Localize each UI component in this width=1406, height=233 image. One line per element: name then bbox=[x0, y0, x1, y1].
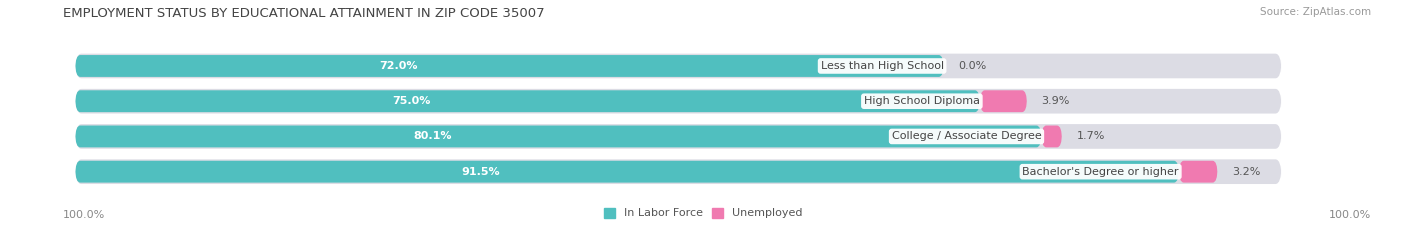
Text: 72.0%: 72.0% bbox=[380, 61, 418, 71]
FancyBboxPatch shape bbox=[1178, 161, 1218, 183]
FancyBboxPatch shape bbox=[980, 90, 1026, 112]
Text: Bachelor's Degree or higher: Bachelor's Degree or higher bbox=[1022, 167, 1178, 177]
Text: 100.0%: 100.0% bbox=[1329, 210, 1371, 220]
Text: 0.0%: 0.0% bbox=[957, 61, 987, 71]
Text: Less than High School: Less than High School bbox=[821, 61, 943, 71]
Text: College / Associate Degree: College / Associate Degree bbox=[891, 131, 1042, 141]
Text: 3.2%: 3.2% bbox=[1232, 167, 1260, 177]
Text: 3.9%: 3.9% bbox=[1042, 96, 1070, 106]
Text: Source: ZipAtlas.com: Source: ZipAtlas.com bbox=[1260, 7, 1371, 17]
FancyBboxPatch shape bbox=[76, 54, 1281, 78]
Text: 91.5%: 91.5% bbox=[461, 167, 501, 177]
Text: 80.1%: 80.1% bbox=[413, 131, 451, 141]
FancyBboxPatch shape bbox=[76, 89, 1281, 113]
Text: EMPLOYMENT STATUS BY EDUCATIONAL ATTAINMENT IN ZIP CODE 35007: EMPLOYMENT STATUS BY EDUCATIONAL ATTAINM… bbox=[63, 7, 546, 20]
FancyBboxPatch shape bbox=[76, 124, 1281, 149]
Text: 1.7%: 1.7% bbox=[1077, 131, 1105, 141]
FancyBboxPatch shape bbox=[76, 161, 1178, 183]
FancyBboxPatch shape bbox=[76, 126, 1042, 147]
Text: 100.0%: 100.0% bbox=[63, 210, 105, 220]
Text: 75.0%: 75.0% bbox=[392, 96, 430, 106]
FancyBboxPatch shape bbox=[1042, 126, 1062, 147]
FancyBboxPatch shape bbox=[76, 55, 943, 77]
FancyBboxPatch shape bbox=[76, 90, 980, 112]
FancyBboxPatch shape bbox=[76, 159, 1281, 184]
Text: High School Diploma: High School Diploma bbox=[863, 96, 980, 106]
Legend: In Labor Force, Unemployed: In Labor Force, Unemployed bbox=[599, 203, 807, 223]
